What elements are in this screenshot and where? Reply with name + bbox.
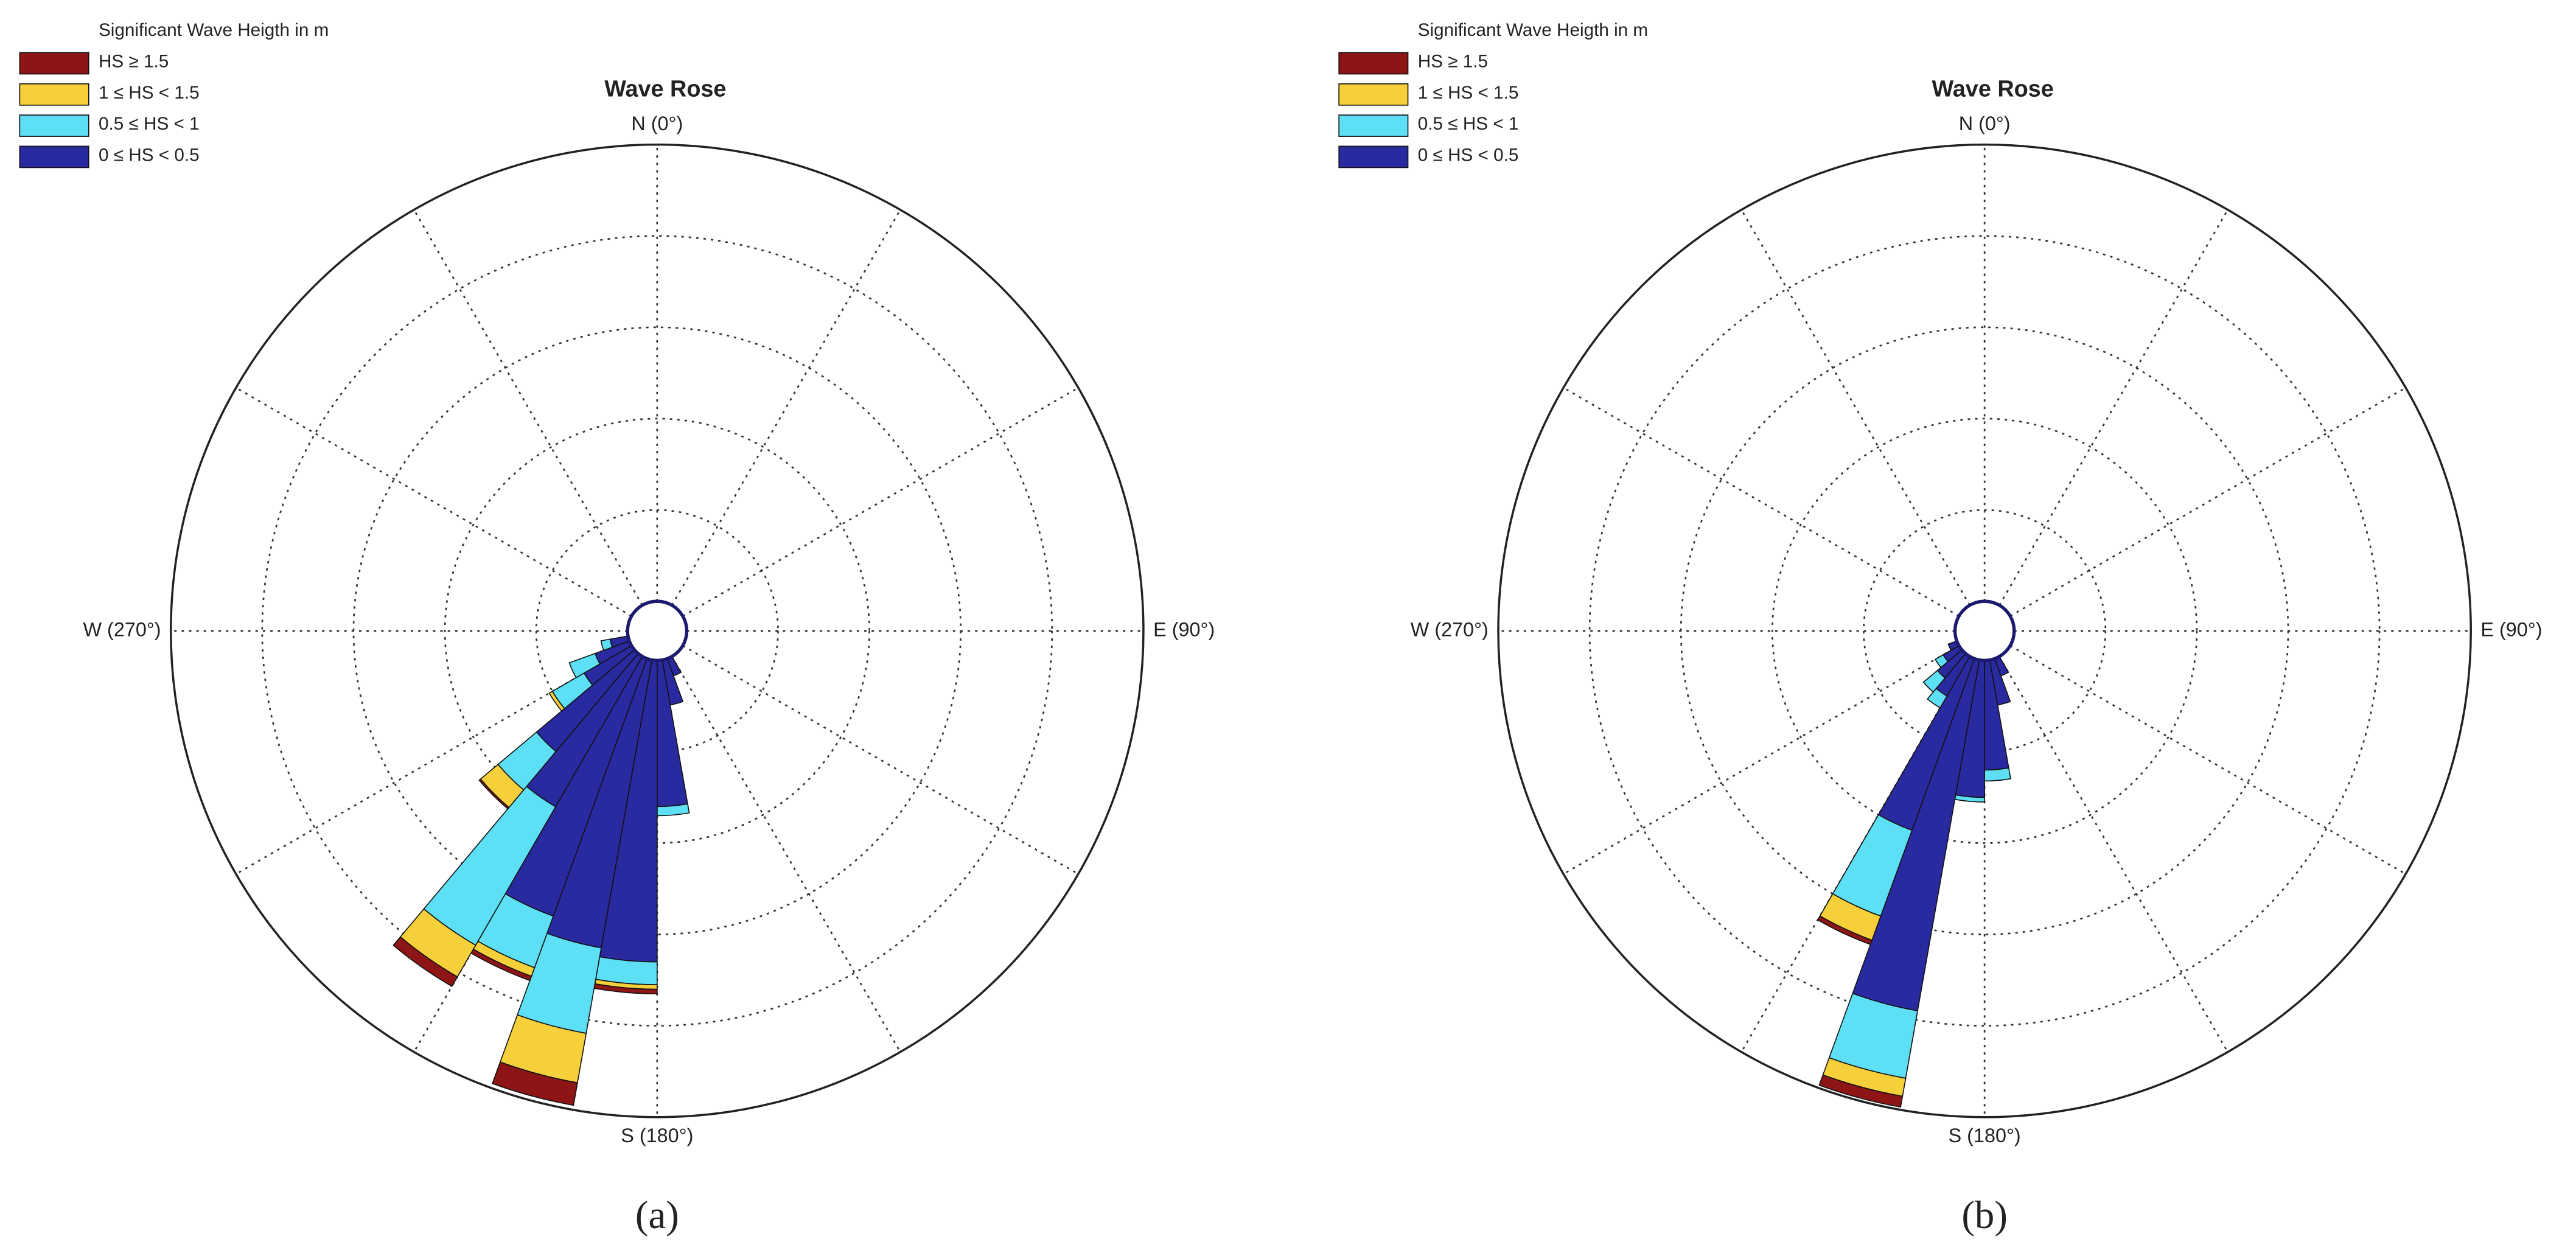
grid-spoke bbox=[1998, 656, 2229, 1053]
grid-ring bbox=[1771, 417, 2198, 844]
angle-label: E (90°) bbox=[1153, 618, 1215, 640]
wedge-segment bbox=[1927, 688, 1948, 709]
grid-spoke bbox=[1563, 387, 1960, 617]
grid-spoke bbox=[236, 387, 632, 617]
grid-ring bbox=[1588, 235, 2381, 1027]
legend-swatch bbox=[19, 114, 89, 137]
chart-title: Wave Rose bbox=[1932, 77, 2054, 102]
legend-label: 0 ≤ HS < 0.5 bbox=[1418, 145, 1519, 165]
legend-swatch bbox=[1338, 52, 1409, 75]
wedge-segment bbox=[600, 638, 613, 651]
legend-label: HS ≥ 1.5 bbox=[1418, 52, 1488, 72]
legend-swatch bbox=[19, 83, 89, 106]
wedge-segment bbox=[548, 690, 565, 712]
caption: (b) bbox=[1961, 1193, 2008, 1237]
grid-spoke bbox=[1998, 209, 2229, 606]
grid-spoke bbox=[682, 387, 1079, 617]
grid-spoke bbox=[1563, 644, 1960, 875]
wedge-segment bbox=[1934, 654, 1949, 669]
angle-label: S (180°) bbox=[1949, 1125, 2021, 1146]
grid-ring bbox=[261, 235, 1053, 1027]
grid-spoke bbox=[2009, 387, 2406, 617]
grid-spoke bbox=[671, 656, 901, 1053]
chart-title: Wave Rose bbox=[604, 77, 726, 102]
grid-spoke bbox=[682, 644, 1079, 875]
center-hole bbox=[626, 599, 689, 663]
grid-ring bbox=[1863, 509, 2107, 753]
legend-label: 1 ≤ HS < 1.5 bbox=[1418, 83, 1519, 103]
grid-spoke bbox=[413, 209, 643, 606]
caption: (a) bbox=[635, 1193, 679, 1237]
angle-label: W (270°) bbox=[1411, 618, 1489, 640]
wedge-segment bbox=[478, 778, 510, 810]
legend-title: Significant Wave Heigth in m bbox=[1418, 20, 1648, 40]
legend-label: 0.5 ≤ HS < 1 bbox=[99, 114, 200, 134]
wedge-segment bbox=[1984, 767, 2011, 782]
legend-swatch bbox=[19, 145, 89, 169]
grid-spoke bbox=[1740, 209, 1971, 606]
wedge-segment bbox=[492, 1061, 578, 1106]
wedge-segment bbox=[568, 652, 601, 679]
legend-swatch bbox=[1338, 83, 1409, 106]
chart: N (0°) E (90°) S (180°) W (270°) Wave Rose Si… bbox=[1338, 20, 2543, 1237]
center-hole bbox=[1953, 599, 2016, 663]
angle-label: N (0°) bbox=[631, 113, 683, 134]
angle-label: N (0°) bbox=[1959, 113, 2011, 134]
legend-swatch bbox=[1338, 114, 1409, 137]
wedge-segment bbox=[1817, 915, 1873, 946]
legend-label: HS ≥ 1.5 bbox=[99, 52, 169, 72]
wedge-segment bbox=[1922, 669, 1946, 693]
legend-title: Significant Wave Heigth in m bbox=[99, 20, 329, 40]
legend-label: 0 ≤ HS < 0.5 bbox=[99, 145, 200, 165]
wedge-segment bbox=[393, 936, 458, 987]
legend-swatch bbox=[19, 52, 89, 75]
outer-ring bbox=[1497, 143, 2472, 1118]
chart: N (0°) E (90°) S (180°) W (270°) Wave Rose Si… bbox=[19, 20, 1215, 1237]
wedge-segment bbox=[1818, 1074, 1904, 1108]
grid-ring bbox=[535, 509, 779, 753]
angle-label: E (90°) bbox=[2480, 618, 2542, 640]
grid-spoke bbox=[671, 209, 901, 606]
legend-label: 0.5 ≤ HS < 1 bbox=[1418, 114, 1519, 134]
legend-swatch bbox=[1338, 145, 1409, 169]
angle-label: W (270°) bbox=[83, 618, 161, 640]
angle-label: S (180°) bbox=[621, 1125, 693, 1146]
grid-spoke bbox=[2009, 644, 2406, 875]
legend-label: 1 ≤ HS < 1.5 bbox=[99, 83, 200, 103]
outer-ring bbox=[170, 143, 1145, 1118]
